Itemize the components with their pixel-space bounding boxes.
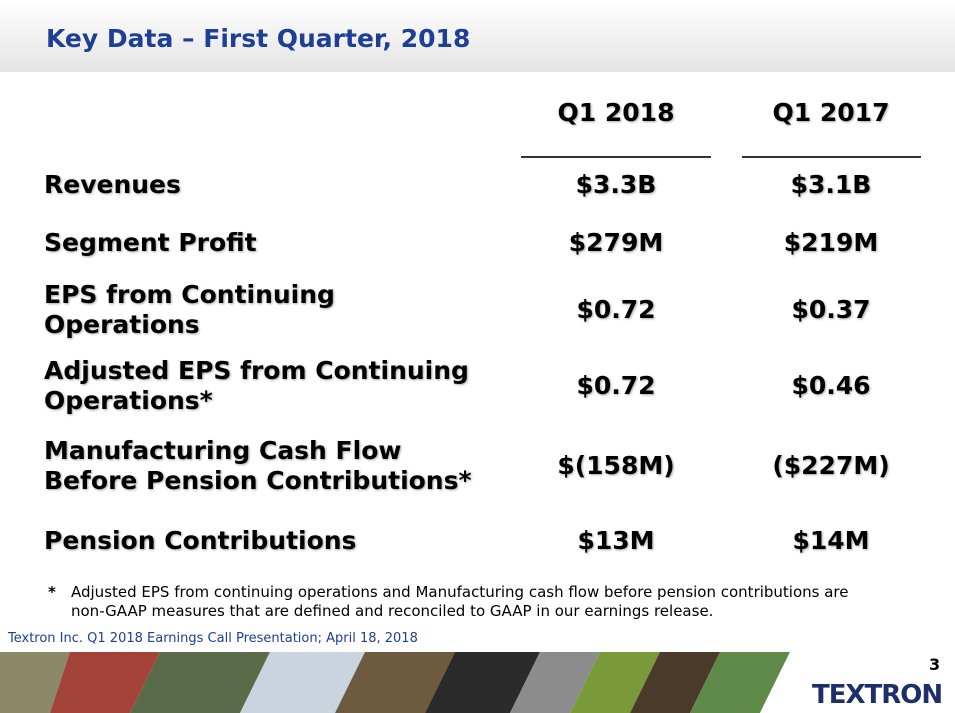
cell: $3.3B bbox=[575, 170, 657, 199]
row-label: EPS from Continuing bbox=[44, 280, 335, 309]
footnote-line: Adjusted EPS from continuing operations … bbox=[71, 583, 849, 601]
image-strip bbox=[0, 652, 955, 713]
cell: $14M bbox=[792, 526, 870, 555]
cell: $0.72 bbox=[576, 295, 656, 324]
row-label: Adjusted EPS from Continuing bbox=[44, 356, 469, 385]
cell: $13M bbox=[577, 526, 655, 555]
row-label: Manufacturing Cash Flow bbox=[44, 436, 402, 465]
column-rule bbox=[521, 156, 711, 158]
cell: $0.46 bbox=[791, 371, 871, 400]
row-label: Revenues bbox=[44, 170, 181, 199]
cell: $279M bbox=[568, 228, 664, 257]
footnote-line: non-GAAP measures that are defined and r… bbox=[71, 602, 714, 620]
column-rule bbox=[742, 156, 921, 158]
cell: $0.37 bbox=[791, 295, 871, 324]
logo: TEXTRON bbox=[812, 680, 943, 710]
column-header: Q1 2017 bbox=[772, 98, 890, 127]
header-band bbox=[0, 0, 955, 72]
footnote-marker: * bbox=[48, 583, 56, 601]
row-label: Before Pension Contributions* bbox=[44, 466, 472, 495]
page-number: 3 bbox=[929, 655, 941, 674]
slide-title: Key Data – First Quarter, 2018 bbox=[46, 24, 471, 53]
cell: $0.72 bbox=[576, 371, 656, 400]
row-label: Pension Contributions bbox=[44, 526, 357, 555]
source-line: Textron Inc. Q1 2018 Earnings Call Prese… bbox=[8, 631, 418, 646]
row-label: Operations* bbox=[44, 386, 213, 415]
row-label: Operations bbox=[44, 310, 200, 339]
row-label: Segment Profit bbox=[44, 228, 257, 257]
cell: ($227M) bbox=[772, 451, 890, 480]
cell: $3.1B bbox=[790, 170, 872, 199]
column-header: Q1 2018 bbox=[557, 98, 675, 127]
cell: $(158M) bbox=[557, 451, 675, 480]
cell: $219M bbox=[783, 228, 879, 257]
